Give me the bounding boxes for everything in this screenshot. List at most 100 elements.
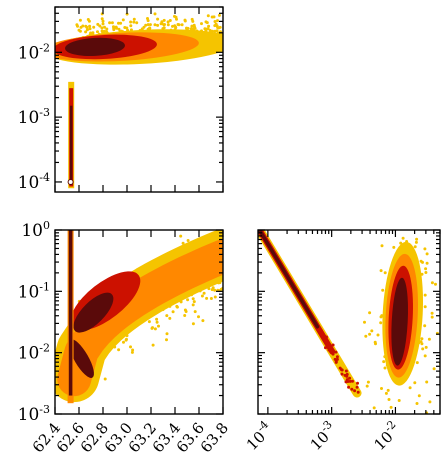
data-point bbox=[181, 241, 185, 245]
data-point bbox=[426, 226, 429, 229]
data-point bbox=[119, 21, 123, 25]
data-point bbox=[355, 385, 359, 389]
data-point bbox=[114, 25, 118, 29]
axes-frame bbox=[54, 6, 224, 193]
data-point bbox=[384, 391, 388, 395]
data-point bbox=[320, 334, 324, 338]
data-point bbox=[103, 377, 107, 381]
data-point bbox=[147, 320, 151, 324]
data-point bbox=[186, 239, 190, 242]
data-point bbox=[338, 366, 342, 370]
data-point bbox=[216, 19, 219, 23]
data-point bbox=[356, 381, 359, 385]
marker-point bbox=[67, 178, 74, 185]
data-point bbox=[100, 26, 104, 30]
density-region bbox=[73, 292, 114, 333]
data-point bbox=[117, 21, 120, 25]
data-point bbox=[368, 332, 372, 336]
y-tick-label: 10-2 bbox=[18, 41, 50, 63]
data-point bbox=[214, 22, 218, 26]
panel-bottom-left: 62.462.662.863.063.263.463.663.810-310-2… bbox=[18, 219, 232, 456]
x-tick-label: 10-2 bbox=[368, 418, 404, 454]
data-point bbox=[209, 297, 213, 300]
data-point bbox=[325, 335, 328, 339]
data-point bbox=[335, 355, 339, 359]
data-point bbox=[108, 21, 112, 25]
data-point bbox=[386, 388, 390, 392]
data-point bbox=[213, 29, 217, 33]
x-tick-label: 10-4 bbox=[241, 418, 277, 454]
data-point bbox=[430, 311, 434, 315]
data-point bbox=[180, 23, 184, 27]
data-point bbox=[351, 379, 354, 383]
data-point bbox=[101, 22, 105, 26]
data-point bbox=[105, 27, 109, 31]
data-point bbox=[157, 324, 160, 328]
data-point bbox=[428, 400, 432, 404]
data-point bbox=[381, 288, 385, 292]
data-point bbox=[366, 380, 370, 384]
density-region bbox=[65, 37, 125, 57]
data-point bbox=[168, 316, 172, 320]
data-point bbox=[415, 237, 419, 241]
data-point bbox=[165, 332, 169, 336]
data-point bbox=[420, 337, 424, 341]
data-point bbox=[166, 23, 170, 27]
data-point bbox=[318, 331, 322, 334]
data-point bbox=[430, 281, 434, 285]
data-point bbox=[166, 20, 170, 24]
data-point bbox=[203, 27, 207, 31]
data-point bbox=[173, 14, 176, 18]
y-tick-label: 10-3 bbox=[18, 106, 50, 128]
data-point bbox=[176, 23, 180, 26]
data-point bbox=[420, 342, 424, 346]
data-point bbox=[414, 240, 418, 244]
data-point bbox=[424, 267, 428, 271]
density-spike bbox=[68, 230, 73, 396]
data-point bbox=[368, 311, 372, 315]
data-point bbox=[427, 337, 431, 341]
data-layer bbox=[55, 230, 223, 404]
data-point bbox=[135, 21, 139, 25]
data-point bbox=[423, 305, 427, 309]
data-point bbox=[434, 282, 437, 286]
data-point bbox=[207, 24, 211, 28]
data-point bbox=[423, 354, 427, 358]
data-point bbox=[430, 315, 434, 319]
data-point bbox=[191, 297, 195, 301]
data-point bbox=[329, 348, 333, 352]
data-point bbox=[88, 24, 92, 28]
data-point bbox=[96, 22, 100, 26]
data-point bbox=[324, 346, 327, 350]
data-point bbox=[186, 26, 190, 30]
data-point bbox=[423, 247, 427, 251]
data-point bbox=[121, 18, 125, 22]
data-point bbox=[348, 376, 352, 380]
data-point bbox=[392, 245, 396, 249]
data-point bbox=[334, 360, 338, 364]
data-point bbox=[213, 20, 217, 23]
data-point bbox=[374, 342, 377, 346]
data-point bbox=[146, 17, 149, 20]
data-point bbox=[415, 361, 419, 365]
data-point bbox=[101, 19, 105, 23]
data-point bbox=[210, 15, 214, 19]
data-point bbox=[335, 357, 339, 361]
data-point bbox=[84, 30, 88, 34]
data-point bbox=[100, 29, 104, 33]
data-point bbox=[155, 320, 159, 324]
data-point bbox=[415, 402, 419, 405]
data-point bbox=[132, 17, 136, 21]
data-point bbox=[160, 20, 164, 24]
data-point bbox=[408, 386, 412, 390]
panel-top-left: 10-4 10-3 10-2 bbox=[18, 6, 224, 193]
data-point bbox=[153, 23, 157, 27]
density-region bbox=[391, 277, 409, 366]
density-line bbox=[258, 230, 320, 329]
data-point bbox=[174, 26, 178, 30]
data-point bbox=[165, 314, 169, 318]
data-point bbox=[401, 236, 405, 240]
data-point bbox=[179, 234, 183, 238]
data-point bbox=[387, 398, 391, 401]
data-point bbox=[379, 321, 383, 325]
